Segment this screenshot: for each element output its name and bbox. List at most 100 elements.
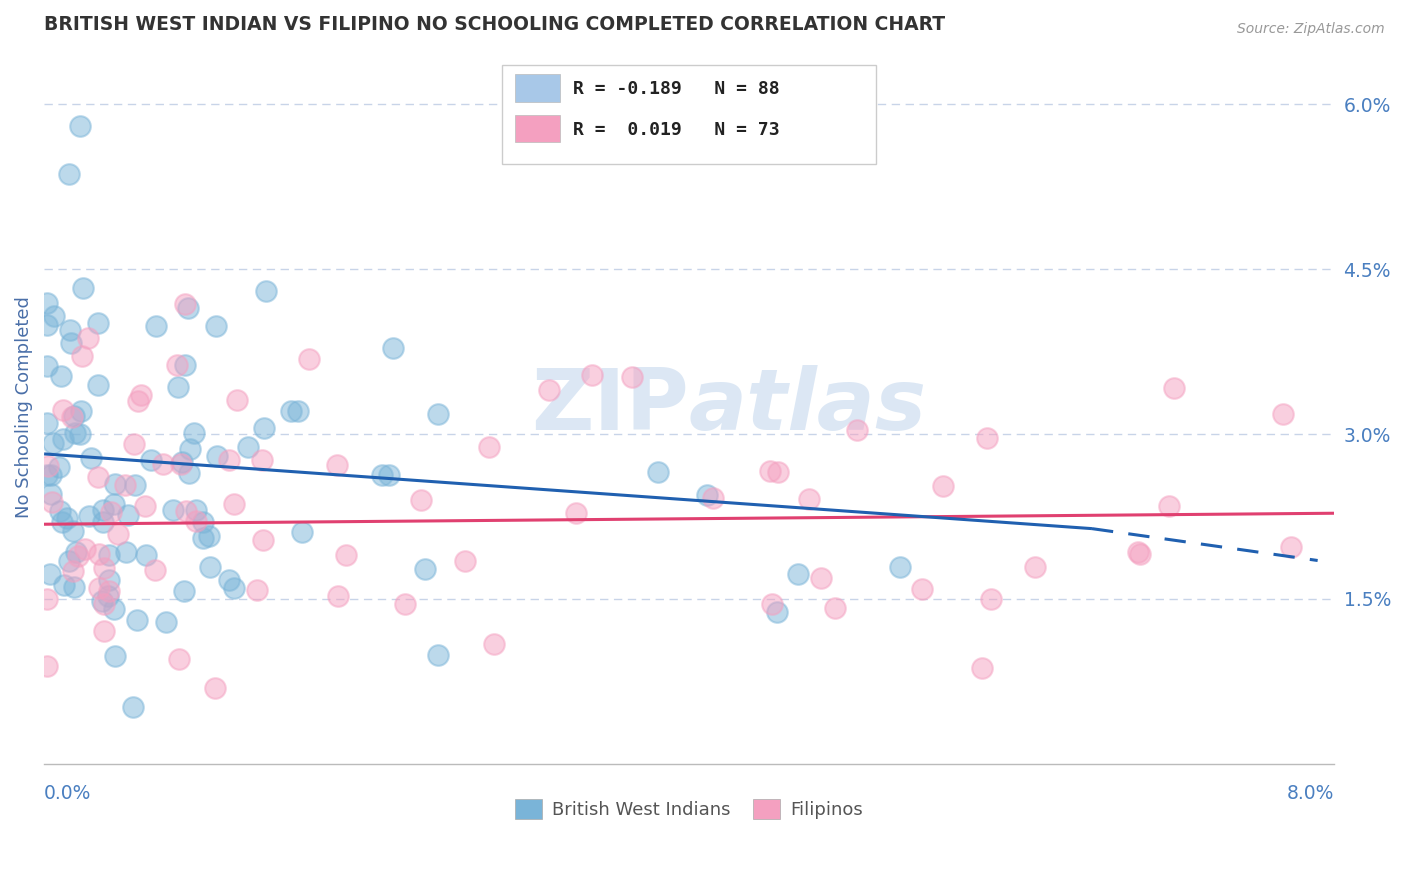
Point bbox=[129, 388, 152, 402]
Point bbox=[63, 409, 86, 423]
Point bbox=[222, 497, 245, 511]
Point bbox=[69, 120, 91, 134]
Point bbox=[170, 455, 193, 469]
Point bbox=[179, 467, 201, 481]
Point bbox=[218, 452, 240, 467]
Point bbox=[52, 403, 75, 417]
Point bbox=[1024, 559, 1046, 574]
Point bbox=[117, 508, 139, 522]
Point bbox=[59, 335, 82, 350]
Point bbox=[37, 592, 59, 607]
Point bbox=[1163, 381, 1185, 395]
Text: ZIP: ZIP bbox=[531, 365, 689, 448]
Point bbox=[198, 559, 221, 574]
Point bbox=[67, 549, 90, 563]
Point bbox=[179, 442, 201, 457]
Point bbox=[72, 349, 94, 363]
Point bbox=[889, 560, 911, 574]
Point bbox=[409, 492, 432, 507]
Point bbox=[98, 548, 121, 562]
Point bbox=[250, 453, 273, 467]
Point bbox=[335, 548, 357, 562]
Text: R =  0.019   N = 73: R = 0.019 N = 73 bbox=[572, 121, 779, 139]
Point bbox=[69, 427, 91, 442]
Text: R = -0.189   N = 88: R = -0.189 N = 88 bbox=[572, 79, 779, 98]
Point bbox=[205, 450, 228, 464]
Point bbox=[204, 681, 226, 695]
Point bbox=[184, 514, 207, 528]
Point bbox=[135, 548, 157, 562]
Point bbox=[328, 589, 350, 603]
Point bbox=[87, 547, 110, 561]
Point bbox=[252, 533, 274, 547]
Point bbox=[152, 457, 174, 471]
Point bbox=[162, 503, 184, 517]
Point bbox=[174, 358, 197, 372]
Point bbox=[42, 309, 65, 323]
Point bbox=[121, 699, 143, 714]
Point bbox=[90, 594, 112, 608]
Point bbox=[125, 613, 148, 627]
Point bbox=[60, 409, 83, 424]
Point bbox=[62, 565, 84, 579]
Point bbox=[766, 605, 789, 619]
Point bbox=[37, 467, 59, 482]
Point bbox=[911, 582, 934, 597]
Point bbox=[810, 571, 832, 585]
Point bbox=[58, 554, 80, 568]
Point bbox=[976, 431, 998, 445]
Point bbox=[103, 602, 125, 616]
Point bbox=[291, 525, 314, 540]
Point bbox=[97, 589, 120, 603]
Point bbox=[93, 561, 115, 575]
Text: 8.0%: 8.0% bbox=[1286, 783, 1334, 803]
Point bbox=[49, 503, 72, 517]
Point bbox=[254, 284, 277, 298]
Point bbox=[37, 416, 59, 430]
Point bbox=[768, 465, 790, 479]
Point bbox=[48, 459, 70, 474]
Point bbox=[80, 450, 103, 465]
Y-axis label: No Schooling Completed: No Schooling Completed bbox=[15, 295, 32, 517]
Point bbox=[98, 584, 121, 599]
Point bbox=[191, 515, 214, 529]
Point bbox=[39, 468, 62, 483]
Point bbox=[77, 331, 100, 345]
Point bbox=[537, 383, 560, 397]
Legend: British West Indians, Filipinos: British West Indians, Filipinos bbox=[508, 792, 870, 826]
Point bbox=[51, 515, 73, 529]
Point bbox=[62, 524, 84, 538]
Point bbox=[799, 491, 821, 506]
Point bbox=[87, 582, 110, 596]
Point bbox=[174, 504, 197, 518]
Point bbox=[169, 652, 191, 666]
Point bbox=[41, 436, 63, 450]
Point bbox=[382, 342, 405, 356]
Point bbox=[484, 637, 506, 651]
Point bbox=[87, 469, 110, 483]
Point bbox=[70, 404, 93, 418]
Point bbox=[93, 597, 115, 611]
Point bbox=[37, 318, 59, 332]
Point bbox=[41, 494, 63, 508]
Point bbox=[193, 531, 215, 545]
Point bbox=[63, 425, 86, 440]
Point bbox=[621, 369, 644, 384]
Point bbox=[87, 316, 110, 330]
Point bbox=[91, 515, 114, 529]
Point bbox=[846, 424, 869, 438]
Point bbox=[786, 567, 808, 582]
Point bbox=[58, 167, 80, 181]
Point bbox=[37, 659, 59, 673]
Point bbox=[702, 491, 724, 505]
Point bbox=[1126, 545, 1149, 559]
Point bbox=[73, 541, 96, 556]
Point bbox=[87, 377, 110, 392]
Point bbox=[103, 497, 125, 511]
Point bbox=[204, 318, 226, 333]
Point bbox=[49, 368, 72, 383]
Point bbox=[759, 464, 782, 478]
FancyBboxPatch shape bbox=[515, 74, 560, 102]
Point bbox=[63, 580, 86, 594]
Point bbox=[377, 467, 399, 482]
